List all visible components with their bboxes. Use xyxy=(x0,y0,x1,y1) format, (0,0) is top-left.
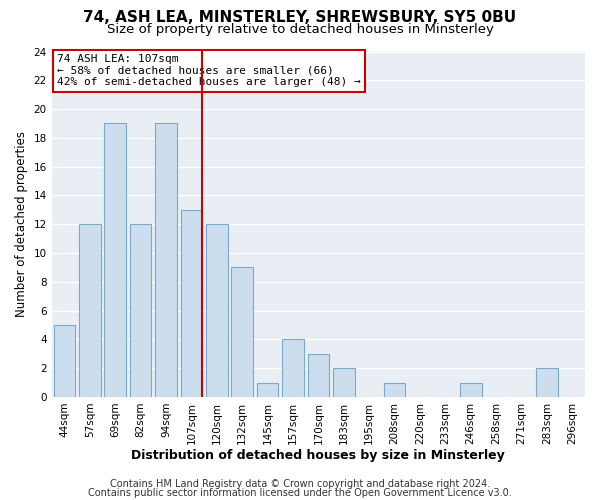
Bar xyxy=(79,224,101,397)
Bar xyxy=(104,124,126,397)
Bar xyxy=(384,382,406,397)
Bar xyxy=(282,340,304,397)
Text: Contains HM Land Registry data © Crown copyright and database right 2024.: Contains HM Land Registry data © Crown c… xyxy=(110,479,490,489)
Text: Contains public sector information licensed under the Open Government Licence v3: Contains public sector information licen… xyxy=(88,488,512,498)
Text: 74, ASH LEA, MINSTERLEY, SHREWSBURY, SY5 0BU: 74, ASH LEA, MINSTERLEY, SHREWSBURY, SY5… xyxy=(83,10,517,25)
Bar xyxy=(536,368,557,397)
Bar xyxy=(460,382,482,397)
Bar xyxy=(308,354,329,397)
Bar xyxy=(206,224,227,397)
Y-axis label: Number of detached properties: Number of detached properties xyxy=(15,131,28,317)
Bar xyxy=(232,268,253,397)
Bar xyxy=(181,210,202,397)
X-axis label: Distribution of detached houses by size in Minsterley: Distribution of detached houses by size … xyxy=(131,450,505,462)
Bar xyxy=(130,224,151,397)
Text: Size of property relative to detached houses in Minsterley: Size of property relative to detached ho… xyxy=(107,22,493,36)
Bar xyxy=(155,124,177,397)
Bar xyxy=(257,382,278,397)
Bar xyxy=(53,325,75,397)
Text: 74 ASH LEA: 107sqm
← 58% of detached houses are smaller (66)
42% of semi-detache: 74 ASH LEA: 107sqm ← 58% of detached hou… xyxy=(57,54,361,88)
Bar xyxy=(333,368,355,397)
